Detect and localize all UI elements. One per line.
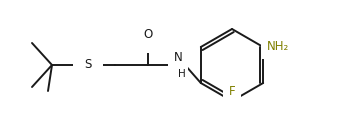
Text: O: O <box>143 28 153 41</box>
Text: N: N <box>174 51 183 64</box>
Text: F: F <box>229 85 235 98</box>
Text: NH₂: NH₂ <box>267 40 289 54</box>
Text: S: S <box>84 58 92 71</box>
Text: H: H <box>178 69 186 79</box>
